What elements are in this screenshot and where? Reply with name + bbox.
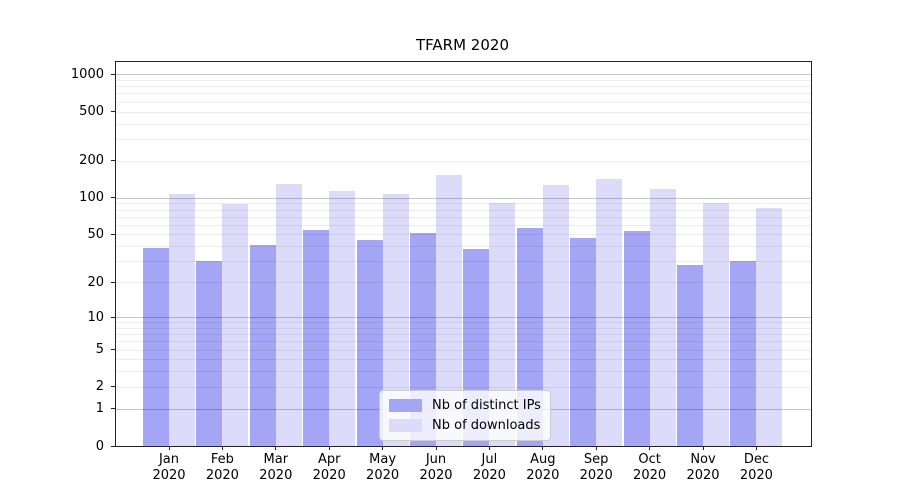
y-tick-mark-20 (111, 281, 116, 283)
y-tick-mark-500 (111, 111, 116, 112)
y-tick-mark-1000 (111, 73, 116, 75)
legend-label-downloads: Nb of downloads (432, 418, 541, 433)
y-tick-mark-1 (111, 408, 116, 410)
y-tick-mark-5 (111, 349, 116, 351)
legend-swatch-distinct-ips (389, 399, 422, 412)
bar-distinct-ips-mar (249, 244, 276, 446)
y-tick-label-2: 2 (95, 379, 104, 395)
x-tick-label-aug: Aug 2020 (526, 452, 560, 483)
x-tick-label-apr: Apr 2020 (312, 452, 346, 483)
bar-downloads-dec (756, 208, 783, 446)
x-tick-mark-sep (595, 446, 597, 450)
bar-distinct-ips-may (356, 240, 383, 446)
legend-label-distinct-ips: Nb of distinct IPs (432, 398, 541, 413)
x-tick-label-may: May 2020 (366, 452, 400, 483)
bar-downloads-apr (329, 191, 356, 446)
y-tick-label-0: 0 (95, 438, 104, 454)
y-tick-mark-100 (111, 197, 116, 199)
y-tick-label-500: 500 (79, 104, 104, 119)
y-tick-label-1000: 1000 (70, 66, 104, 82)
legend-item-distinct-ips: Nb of distinct IPs (389, 397, 541, 414)
x-tick-mark-mar (275, 446, 277, 450)
x-tick-label-jan: Jan 2020 (152, 452, 186, 483)
bar-downloads-sep (596, 179, 623, 446)
y-tick-label-100: 100 (79, 190, 104, 206)
x-tick-label-jun: Jun 2020 (419, 452, 453, 483)
bar-downloads-nov (703, 203, 729, 446)
bar-distinct-ips-apr (303, 230, 330, 446)
y-tick-label-200: 200 (79, 153, 104, 169)
y-tick-label-10: 10 (87, 309, 104, 325)
bar-downloads-jan (169, 194, 195, 446)
x-tick-label-feb: Feb 2020 (205, 452, 239, 483)
bar-downloads-feb (222, 203, 249, 446)
y-tick-label-20: 20 (87, 274, 104, 290)
x-tick-mark-jan (168, 446, 170, 450)
bar-downloads-oct (649, 188, 676, 446)
x-tick-label-sep: Sep 2020 (579, 452, 613, 483)
x-tick-mark-feb (221, 446, 223, 450)
bar-distinct-ips-feb (196, 261, 223, 446)
bar-distinct-ips-oct (623, 231, 650, 446)
legend: Nb of distinct IPs Nb of downloads (379, 390, 551, 441)
chart-title: TFARM 2020 (416, 36, 509, 54)
x-tick-mark-oct (649, 446, 651, 450)
legend-item-downloads: Nb of downloads (389, 417, 541, 434)
bar-distinct-ips-nov (677, 264, 703, 446)
x-tick-mark-aug (542, 446, 544, 450)
tick-layer: 1000 500 200 100 50 20 10 5 2 1 0 Jan 2020 Feb 2020 Mar… (71, 62, 811, 483)
x-tick-mark-apr (328, 446, 330, 450)
y-tick-mark-50 (111, 233, 116, 235)
x-tick-mark-jul (488, 446, 490, 450)
y-tick-label-50: 50 (87, 226, 104, 242)
x-tick-label-jul: Jul 2020 (472, 452, 506, 483)
bar-downloads-mar (275, 184, 302, 446)
legend-swatch-downloads (389, 419, 422, 432)
y-tick-label-1: 1 (95, 401, 104, 417)
bar-distinct-ips-jan (143, 247, 169, 446)
y-tick-label-5: 5 (95, 342, 104, 358)
y-tick-mark-200 (111, 160, 116, 162)
x-tick-mark-may (382, 446, 384, 450)
y-tick-mark-0 (111, 445, 116, 447)
x-tick-label-oct: Oct 2020 (633, 452, 667, 483)
plot-area: 1000 500 200 100 50 20 10 5 2 1 0 Jan 2020 Feb 2020 Mar… (71, 61, 812, 483)
x-tick-mark-dec (755, 446, 757, 450)
x-tick-mark-jun (435, 446, 437, 450)
x-tick-label-nov: Nov 2020 (686, 452, 720, 483)
x-tick-label-mar: Mar 2020 (259, 452, 293, 483)
x-tick-mark-nov (702, 446, 704, 450)
y-tick-mark-10 (111, 316, 116, 318)
y-tick-mark-2 (111, 386, 116, 388)
bar-distinct-ips-sep (570, 237, 597, 446)
x-tick-label-dec: Dec 2020 (739, 452, 773, 483)
bar-distinct-ips-dec (730, 261, 757, 446)
